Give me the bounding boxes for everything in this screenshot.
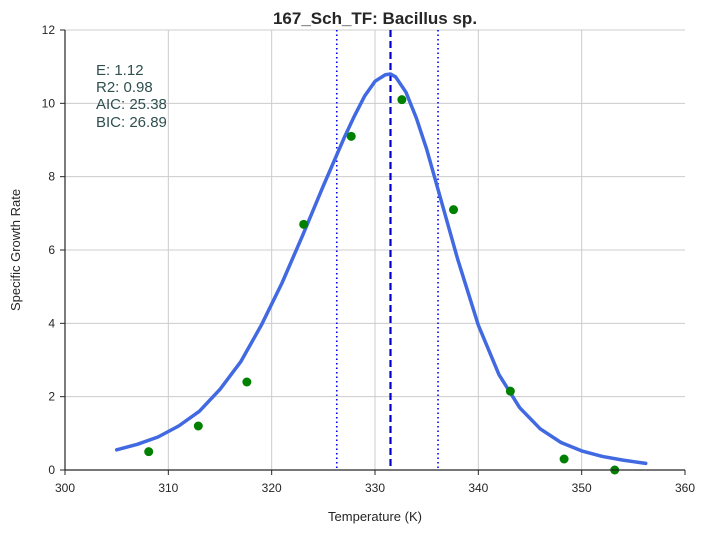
stat-bic: BIC: 26.89 bbox=[96, 114, 167, 131]
data-points-layer bbox=[144, 95, 620, 475]
y-tick-label: 4 bbox=[48, 316, 55, 330]
y-axis-title: Specific Growth Rate bbox=[8, 189, 23, 311]
y-axis-ticks: 0 2 4 6 8 10 12 bbox=[42, 23, 65, 477]
data-point bbox=[242, 377, 252, 387]
x-axis-title: Temperature (K) bbox=[328, 509, 422, 524]
fitted-curve-layer bbox=[114, 72, 648, 466]
x-tick-label: 350 bbox=[572, 481, 592, 495]
stat-r2: R2: 0.98 bbox=[96, 79, 153, 96]
x-tick-label: 300 bbox=[55, 481, 75, 495]
x-tick-label: 310 bbox=[158, 481, 178, 495]
chart-title: 167_Sch_TF: Bacillus sp. bbox=[273, 9, 477, 28]
y-tick-label: 12 bbox=[42, 23, 56, 37]
data-point bbox=[397, 95, 407, 105]
y-tick-label: 6 bbox=[48, 243, 55, 257]
data-point bbox=[449, 205, 459, 215]
y-tick-label: 0 bbox=[48, 463, 55, 477]
data-point bbox=[559, 454, 569, 464]
y-tick-label: 10 bbox=[42, 96, 56, 110]
data-point bbox=[144, 447, 154, 457]
x-tick-label: 360 bbox=[675, 481, 695, 495]
fitted-curve bbox=[114, 72, 648, 466]
x-axis-ticks: 300 310 320 330 340 350 360 bbox=[55, 470, 695, 495]
stat-aic: AIC: 25.38 bbox=[96, 96, 167, 113]
stat-energy: E: 1.12 bbox=[96, 62, 144, 79]
grid bbox=[65, 29, 685, 470]
x-tick-label: 320 bbox=[262, 481, 282, 495]
y-tick-label: 2 bbox=[48, 390, 55, 404]
vertical-reference-lines bbox=[335, 30, 439, 470]
data-point bbox=[505, 386, 515, 396]
x-tick-label: 340 bbox=[468, 481, 488, 495]
data-point bbox=[193, 421, 203, 431]
data-point bbox=[346, 131, 356, 141]
x-tick-label: 330 bbox=[365, 481, 385, 495]
y-tick-label: 8 bbox=[48, 170, 55, 184]
data-point bbox=[299, 219, 309, 229]
